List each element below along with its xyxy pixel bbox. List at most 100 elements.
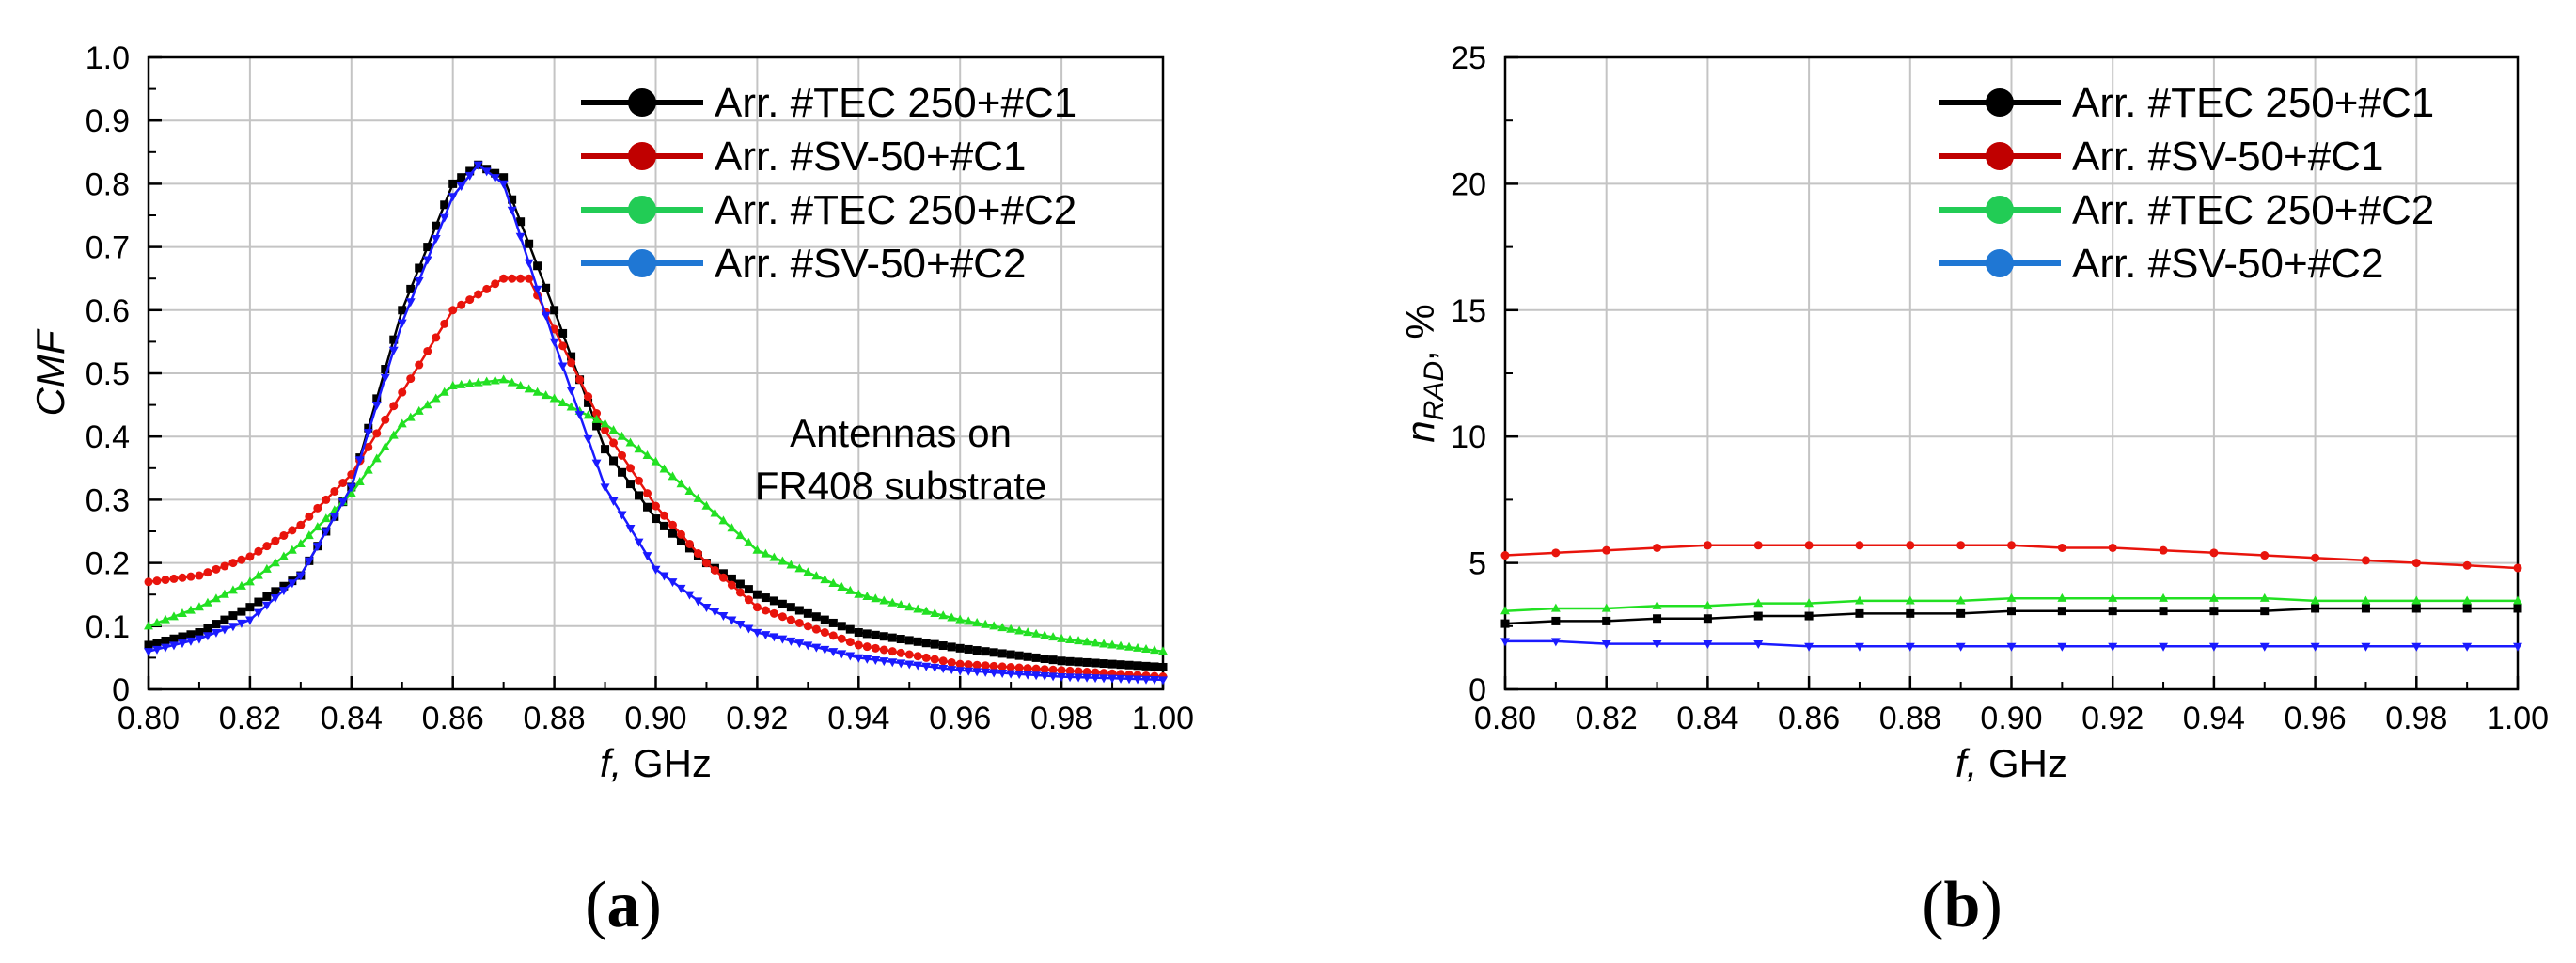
data-point bbox=[524, 259, 534, 268]
data-point bbox=[1500, 619, 1510, 628]
data-point bbox=[862, 642, 872, 652]
data-point bbox=[684, 539, 694, 548]
data-point bbox=[481, 167, 492, 177]
x-tick-label: 0.94 bbox=[827, 701, 889, 736]
data-point bbox=[203, 568, 212, 577]
x-tick-label: 0.86 bbox=[422, 701, 484, 736]
data-point bbox=[1057, 633, 1067, 642]
data-point bbox=[448, 193, 458, 202]
data-point bbox=[701, 604, 712, 613]
data-point bbox=[499, 173, 509, 182]
data-point bbox=[1653, 543, 1662, 552]
data-point bbox=[482, 284, 492, 293]
data-point bbox=[195, 635, 204, 644]
panel-label-close: ) bbox=[1980, 869, 2002, 941]
data-point bbox=[202, 632, 212, 641]
data-point bbox=[1074, 636, 1084, 645]
y-tick-label: 25 bbox=[1451, 40, 1486, 76]
data-point bbox=[202, 597, 212, 607]
data-point bbox=[617, 511, 627, 520]
data-point bbox=[354, 476, 365, 485]
data-point bbox=[220, 615, 229, 624]
data-point bbox=[330, 486, 339, 496]
data-point bbox=[211, 593, 221, 603]
data-point bbox=[921, 653, 931, 662]
data-point bbox=[2361, 556, 2370, 565]
data-point bbox=[845, 585, 856, 594]
data-point bbox=[405, 412, 416, 421]
data-point bbox=[811, 643, 822, 653]
data-point bbox=[591, 414, 602, 423]
data-point bbox=[592, 421, 602, 431]
data-point bbox=[457, 300, 466, 309]
data-point bbox=[1753, 541, 1763, 550]
data-point bbox=[997, 649, 1007, 658]
data-point bbox=[371, 453, 382, 463]
data-point bbox=[288, 526, 297, 535]
data-point bbox=[219, 625, 229, 635]
data-point bbox=[837, 634, 846, 643]
data-point bbox=[279, 530, 289, 540]
data-point bbox=[786, 637, 796, 646]
data-point bbox=[440, 319, 449, 328]
annotation-text-0: Antennas on bbox=[790, 411, 1012, 455]
data-point bbox=[2057, 592, 2067, 602]
data-point bbox=[415, 263, 424, 273]
data-point bbox=[659, 464, 669, 473]
data-point bbox=[921, 606, 932, 615]
data-point bbox=[854, 654, 864, 663]
data-point bbox=[947, 657, 956, 667]
data-point bbox=[144, 648, 153, 657]
data-point bbox=[845, 624, 855, 634]
data-point bbox=[364, 442, 373, 451]
x-axis-title-var: f, bbox=[1956, 741, 1977, 785]
data-point bbox=[1855, 541, 1864, 550]
x-axis-title-unit-text: GHz bbox=[1988, 741, 2067, 785]
data-point bbox=[1855, 595, 1864, 605]
data-point bbox=[567, 352, 576, 361]
data-point bbox=[609, 438, 619, 448]
series-markers-0 bbox=[1500, 604, 2522, 628]
x-tick-label: 0.98 bbox=[2385, 701, 2447, 736]
data-point bbox=[1906, 608, 1915, 618]
data-point bbox=[228, 585, 238, 594]
legend-marker-3 bbox=[1986, 249, 2014, 277]
data-point bbox=[473, 377, 483, 387]
data-point bbox=[718, 573, 728, 582]
data-point bbox=[1124, 660, 1134, 670]
data-point bbox=[972, 668, 982, 677]
data-point bbox=[1099, 639, 1109, 648]
data-point bbox=[609, 456, 619, 466]
data-point bbox=[2006, 642, 2017, 652]
data-point bbox=[2057, 607, 2066, 616]
data-point bbox=[701, 559, 711, 568]
y-tick-label: 0.5 bbox=[86, 356, 130, 392]
data-point bbox=[1956, 642, 1966, 652]
data-point bbox=[837, 581, 847, 591]
data-point bbox=[542, 283, 551, 292]
data-point bbox=[2159, 592, 2168, 602]
data-point bbox=[887, 633, 897, 642]
data-point bbox=[676, 479, 686, 488]
data-point bbox=[2006, 592, 2017, 602]
data-point bbox=[1023, 671, 1033, 680]
data-point bbox=[271, 536, 280, 545]
data-point bbox=[473, 161, 483, 170]
data-point bbox=[786, 560, 796, 569]
x-tick-label: 0.94 bbox=[2183, 701, 2245, 736]
data-point bbox=[913, 637, 922, 646]
x-tick-label: 0.82 bbox=[1576, 701, 1638, 736]
data-point bbox=[2513, 604, 2522, 613]
data-point bbox=[186, 605, 196, 614]
data-point bbox=[398, 306, 407, 315]
data-point bbox=[262, 542, 272, 551]
data-point bbox=[727, 616, 737, 625]
data-point bbox=[380, 373, 390, 383]
data-point bbox=[1652, 600, 1662, 609]
data-point bbox=[913, 652, 922, 661]
data-point bbox=[1703, 541, 1712, 550]
data-point bbox=[862, 629, 872, 639]
data-point bbox=[1500, 551, 1510, 560]
data-point bbox=[398, 387, 407, 397]
data-point bbox=[457, 173, 466, 182]
